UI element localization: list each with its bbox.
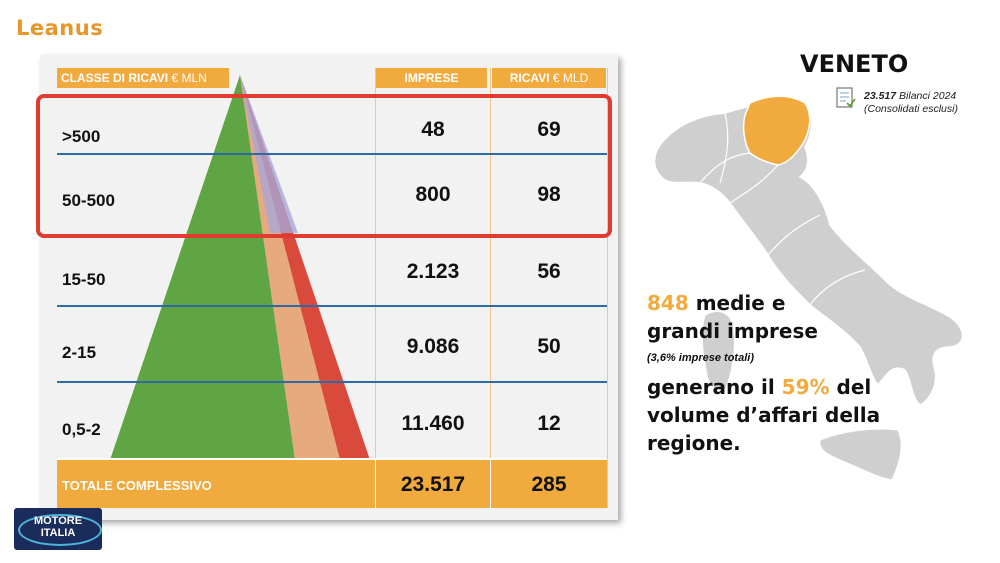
row-imprese: 9.086: [406, 335, 460, 358]
revenue-pyramid: [110, 75, 370, 460]
summary-line1-rest: medie e: [688, 291, 786, 315]
document-icon: [836, 87, 856, 108]
row-ricavi: 98: [537, 183, 561, 206]
total-imprese: 23.517: [400, 473, 466, 496]
row-separator: [57, 381, 607, 383]
summary-line4: volume d’affari della: [647, 403, 881, 427]
summary-line3-pre: generano il: [647, 375, 782, 399]
logo-line2: ITALIA: [40, 527, 76, 539]
sardinia: [701, 310, 736, 392]
row-separator: [57, 153, 607, 155]
total-label: TOTALE COMPLESSIVO: [62, 478, 212, 493]
row-imprese: 800: [415, 183, 451, 206]
bilanci-note: 23.517 Bilanci 2024 (Consolidati esclusi…: [864, 90, 958, 116]
bilanci-text: Bilanci 2024: [899, 90, 957, 102]
column-divider: [375, 460, 376, 508]
header-ricavi: RICAVI € MLD: [492, 68, 606, 88]
summary-line3-post: del: [829, 375, 872, 399]
leanus-logo: Leanus: [16, 16, 104, 40]
total-ricavi: 285: [531, 473, 567, 496]
row-ricavi: 69: [537, 118, 561, 141]
row-label: 0,5-2: [62, 420, 101, 439]
region-title: VENETO: [800, 50, 909, 78]
row-label: 2-15: [62, 343, 97, 362]
summary-line1: 848 medie e: [647, 289, 785, 318]
row-ricavi: 50: [537, 335, 561, 358]
row-ricavi: 56: [537, 260, 561, 283]
column-divider: [375, 68, 376, 508]
pyramid-green-layer: [110, 75, 295, 460]
veneto-region: [742, 95, 811, 166]
column-divider: [490, 460, 491, 508]
row-label: 50-500: [62, 191, 115, 210]
column-divider: [607, 68, 608, 508]
row-label: >500: [62, 127, 101, 146]
row-imprese: 11.460: [401, 412, 465, 435]
summary-percent: 59%: [781, 375, 830, 399]
logo-line1: MOTORE: [33, 515, 83, 527]
header-class-label: CLASSE DI RICAVI: [61, 71, 169, 85]
row-ricavi: 12: [537, 412, 561, 435]
italy-mainland: [653, 100, 964, 406]
summary-count: 848: [647, 291, 689, 315]
motore-italia-logo: MOTORE ITALIA: [14, 508, 102, 550]
header-class: CLASSE DI RICAVI € MLN: [57, 68, 229, 88]
header-ricavi-label: RICAVI: [509, 71, 550, 85]
row-imprese: 2.123: [406, 260, 460, 283]
bilanci-subnote: (Consolidati esclusi): [864, 103, 958, 115]
header-class-unit: € MLN: [171, 71, 207, 85]
sicily: [819, 428, 902, 481]
highlight-box: [36, 94, 612, 238]
summary-sub: (3,6% imprese totali): [647, 352, 754, 364]
summary-line3: generano il 59% del: [647, 373, 871, 402]
bilanci-count: 23.517: [864, 90, 897, 102]
column-divider: [490, 68, 491, 508]
logo-ring: [18, 514, 102, 546]
total-row-divider: [57, 458, 607, 460]
header-imprese: IMPRESE: [376, 68, 487, 88]
logo-text: MOTORE ITALIA: [14, 515, 102, 539]
summary-line5: regione.: [647, 431, 741, 455]
row-imprese: 48: [421, 118, 445, 141]
italy-map: [653, 95, 964, 481]
summary-line2: grandi imprese: [647, 319, 818, 343]
header-ricavi-unit: € MLD: [552, 71, 589, 85]
row-separator: [57, 305, 607, 307]
row-label: 15-50: [62, 270, 106, 289]
total-row: [57, 460, 607, 508]
